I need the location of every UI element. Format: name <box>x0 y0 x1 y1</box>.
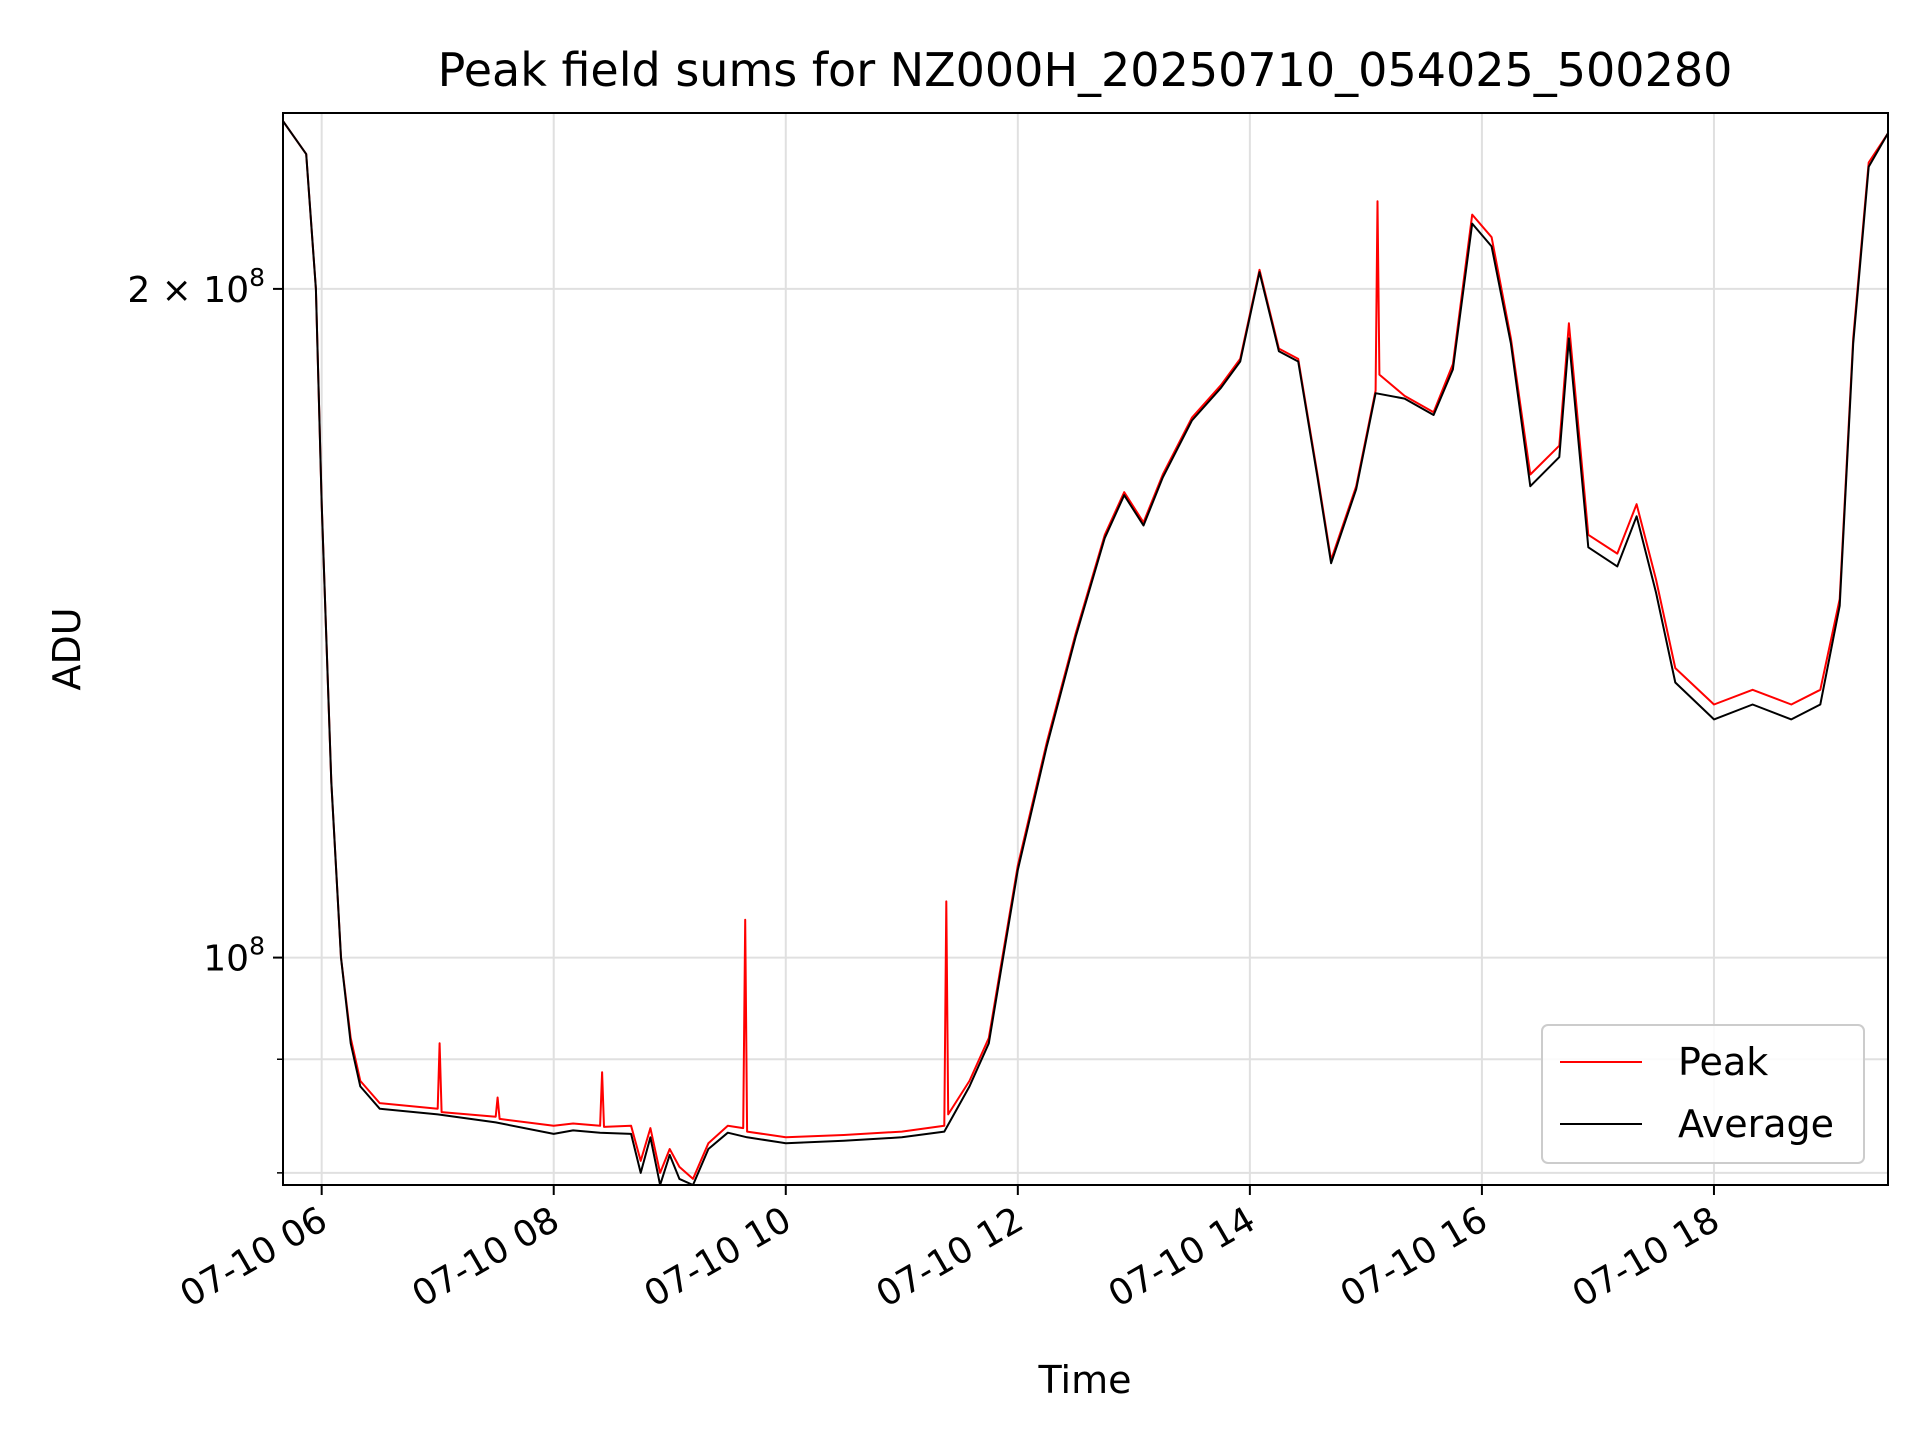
plot-frame <box>282 112 1889 1186</box>
legend-box <box>1541 1024 1865 1164</box>
x-axis-label: Time <box>1038 1358 1132 1402</box>
chart-title: Peak field sums for NZ000H_20250710_0540… <box>438 43 1733 97</box>
legend-label-peak: Peak <box>1678 1040 1768 1084</box>
series-line-average <box>283 120 1888 1185</box>
y-axis-label: ADU <box>45 607 89 690</box>
y-tick-label: 2 × 108 <box>127 263 265 311</box>
legend-label-average: Average <box>1678 1102 1834 1146</box>
legend: Peak Average <box>1541 1024 1865 1164</box>
series-layer <box>283 120 1888 1185</box>
y-tick-label: 108 <box>203 932 265 980</box>
